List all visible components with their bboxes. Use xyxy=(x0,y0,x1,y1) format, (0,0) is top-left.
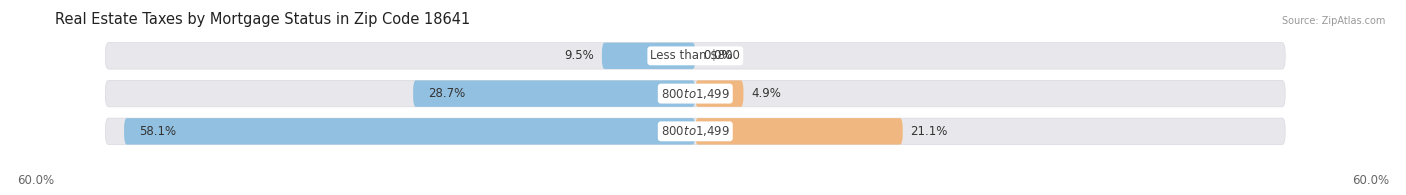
Text: Real Estate Taxes by Mortgage Status in Zip Code 18641: Real Estate Taxes by Mortgage Status in … xyxy=(55,12,470,27)
Text: Source: ZipAtlas.com: Source: ZipAtlas.com xyxy=(1281,16,1385,26)
FancyBboxPatch shape xyxy=(105,43,1285,69)
FancyBboxPatch shape xyxy=(124,118,696,144)
Text: 0.0%: 0.0% xyxy=(703,49,733,62)
Text: 28.7%: 28.7% xyxy=(427,87,465,100)
FancyBboxPatch shape xyxy=(696,80,744,107)
FancyBboxPatch shape xyxy=(696,118,903,144)
FancyBboxPatch shape xyxy=(105,118,1285,144)
Text: 4.9%: 4.9% xyxy=(751,87,782,100)
Text: 60.0%: 60.0% xyxy=(1353,174,1389,187)
Text: $800 to $1,499: $800 to $1,499 xyxy=(661,87,730,101)
Text: Less than $800: Less than $800 xyxy=(651,49,740,62)
Text: 58.1%: 58.1% xyxy=(139,125,176,138)
Text: 9.5%: 9.5% xyxy=(564,49,593,62)
FancyBboxPatch shape xyxy=(602,43,696,69)
Text: 21.1%: 21.1% xyxy=(911,125,948,138)
FancyBboxPatch shape xyxy=(105,80,1285,107)
FancyBboxPatch shape xyxy=(413,80,696,107)
Text: $800 to $1,499: $800 to $1,499 xyxy=(661,124,730,138)
Text: 60.0%: 60.0% xyxy=(17,174,53,187)
